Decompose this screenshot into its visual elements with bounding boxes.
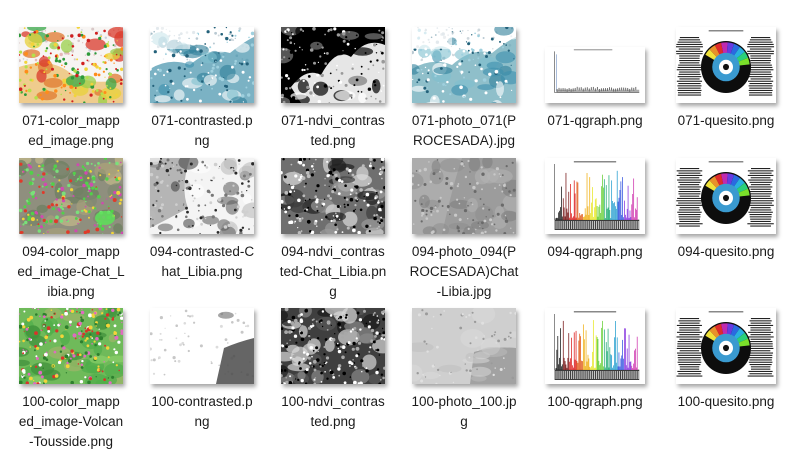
file-name[interactable]: 071-photo_071(P ROCESADA).jpg <box>403 111 525 151</box>
file-name-line: ROCESADA)Chat <box>409 264 519 279</box>
file-item[interactable]: 100-quesito.png <box>665 308 787 438</box>
file-name-line: ted.png <box>310 133 356 148</box>
file-name-line: 094-color_mapp <box>22 244 120 259</box>
file-name-line: 071-photo_071(P <box>411 113 517 128</box>
file-name-line: g <box>460 414 468 429</box>
file-name[interactable]: 071-color_mapp ed_image.png <box>10 111 132 151</box>
file-name[interactable]: 071-quesito.png <box>665 111 787 131</box>
file-name[interactable]: 071-contrasted.p ng <box>141 111 263 151</box>
file-name-line: 094-qgraph.png <box>547 244 643 259</box>
file-name[interactable]: 094-contrasted-C hat_Libia.png <box>141 242 263 282</box>
file-item[interactable]: 071-qgraph.png <box>534 27 656 157</box>
file-name-line: 071-ndvi_contras <box>281 113 385 128</box>
file-thumbnail[interactable] <box>150 158 254 234</box>
file-name-line: 094-photo_094(P <box>411 244 517 259</box>
file-thumbnail[interactable] <box>676 308 776 384</box>
file-item[interactable]: 071-quesito.png <box>665 27 787 157</box>
file-item[interactable]: 094-photo_094(P ROCESADA)Chat -Libia.jpg <box>403 158 525 299</box>
file-item[interactable]: 094-quesito.png <box>665 158 787 288</box>
file-name-line: ed_image-Chat_L <box>17 264 125 279</box>
file-name[interactable]: 094-quesito.png <box>665 242 787 262</box>
file-name-line: 100-quesito.png <box>677 394 775 409</box>
file-name-line: 071-contrasted.p <box>151 113 253 128</box>
file-name-line: ted-Chat_Libia.pn <box>279 264 387 279</box>
file-name-line: 094-quesito.png <box>677 244 775 259</box>
file-name-line: 100-photo_100.jp <box>411 394 517 409</box>
file-thumbnail[interactable] <box>412 27 516 103</box>
file-name[interactable]: 100-ndvi_contras ted.png <box>272 392 394 432</box>
file-thumbnail[interactable] <box>19 308 123 384</box>
file-item[interactable]: 071-ndvi_contras ted.png <box>272 27 394 157</box>
file-name[interactable]: 100-quesito.png <box>665 392 787 412</box>
file-item[interactable]: 071-contrasted.p ng <box>141 27 263 157</box>
file-item[interactable]: 071-color_mapp ed_image.png <box>10 27 132 157</box>
file-item[interactable]: 071-photo_071(P ROCESADA).jpg <box>403 27 525 157</box>
file-thumbnail[interactable] <box>281 158 385 234</box>
file-thumbnail[interactable] <box>676 158 776 234</box>
file-name-line: 071-qgraph.png <box>547 113 643 128</box>
file-thumbnail[interactable] <box>19 27 123 103</box>
file-name[interactable]: 094-color_mapp ed_image-Chat_L ibia.png <box>10 242 132 302</box>
file-name-line: 071-color_mapp <box>22 113 120 128</box>
file-name-line: 100-contrasted.p <box>151 394 253 409</box>
file-name[interactable]: 094-photo_094(P ROCESADA)Chat -Libia.jpg <box>403 242 525 302</box>
file-name-line: 094-contrasted-C <box>149 244 255 259</box>
file-name-line: ng <box>194 133 210 148</box>
file-name-line: g <box>329 284 337 299</box>
file-name-line: 100-qgraph.png <box>547 394 643 409</box>
file-name-line: -Libia.jpg <box>436 284 492 299</box>
file-name-line: 100-ndvi_contras <box>281 394 385 409</box>
file-name-line: ng <box>194 414 210 429</box>
file-thumbnail[interactable] <box>150 308 254 384</box>
file-name[interactable]: 071-ndvi_contras ted.png <box>272 111 394 151</box>
file-thumbnail[interactable] <box>281 308 385 384</box>
file-name-line: ed_image.png <box>28 133 114 148</box>
file-name-line: ed_image-Volcan <box>18 414 124 429</box>
file-item[interactable]: 100-qgraph.png <box>534 308 656 438</box>
file-name[interactable]: 094-qgraph.png <box>534 242 656 262</box>
file-name-line: ibia.png <box>47 284 95 299</box>
file-item[interactable]: 094-color_mapp ed_image-Chat_L ibia.png <box>10 158 132 299</box>
file-name-line: ROCESADA).jpg <box>412 133 516 148</box>
file-item[interactable]: 100-contrasted.p ng <box>141 308 263 438</box>
file-thumbnail[interactable] <box>281 27 385 103</box>
file-name[interactable]: 100-contrasted.p ng <box>141 392 263 432</box>
file-name[interactable]: 100-qgraph.png <box>534 392 656 412</box>
file-name-line: -Tousside.png <box>28 434 114 449</box>
file-item[interactable]: 100-ndvi_contras ted.png <box>272 308 394 438</box>
file-item[interactable]: 100-color_mapp ed_image-Volcan -Tousside.p… <box>10 308 132 449</box>
file-name[interactable]: 100-color_mapp ed_image-Volcan -Tousside.p… <box>10 392 132 452</box>
file-thumbnail[interactable] <box>19 158 123 234</box>
file-item[interactable]: 094-qgraph.png <box>534 158 656 288</box>
file-thumbnail[interactable] <box>676 27 776 103</box>
file-name-line: 100-color_mapp <box>22 394 120 409</box>
file-thumbnail[interactable] <box>545 158 645 234</box>
file-name[interactable]: 071-qgraph.png <box>534 111 656 131</box>
file-thumbnail[interactable] <box>412 308 516 384</box>
file-name-line: ted.png <box>310 414 356 429</box>
file-thumbnail[interactable] <box>412 158 516 234</box>
file-thumbnail[interactable] <box>545 47 645 103</box>
file-name-line: 094-ndvi_contras <box>281 244 385 259</box>
file-name-line: 071-quesito.png <box>677 113 775 128</box>
file-item[interactable]: 094-contrasted-C hat_Libia.png <box>141 158 263 288</box>
file-name-line: hat_Libia.png <box>161 264 243 279</box>
file-thumbnail[interactable] <box>545 308 645 384</box>
file-thumbnail[interactable] <box>150 27 254 103</box>
